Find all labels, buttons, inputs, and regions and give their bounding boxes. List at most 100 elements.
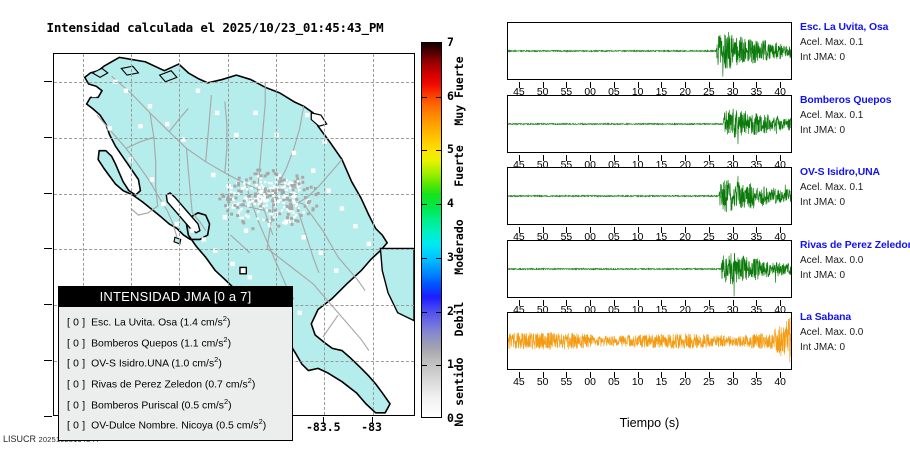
time-tick-label: 40	[774, 159, 786, 171]
trace-int-jma: Int JMA: 0	[800, 52, 910, 63]
jma-label: Int JMA:	[800, 342, 837, 353]
time-axis-ticks: 45 50 55 00 05 10 15 20 25 30 35 40	[507, 227, 792, 245]
jma-value: 0	[839, 124, 846, 136]
time-tick	[542, 372, 544, 378]
legend-unit-exponent: 2	[222, 314, 227, 323]
time-tick	[637, 82, 639, 88]
time-tick-label: 35	[750, 377, 763, 388]
time-tick-label: 35	[750, 159, 763, 171]
accel-value: 0.0	[849, 254, 864, 266]
time-tick-label: 25	[703, 377, 715, 388]
time-tick-label: 00	[584, 87, 596, 98]
time-tick-label: 30	[726, 304, 739, 316]
time-tick	[613, 299, 615, 306]
accel-label: Acel. Max.	[800, 254, 847, 266]
time-tick	[590, 372, 592, 378]
time-tick-label: 45	[513, 377, 525, 388]
time-tick	[590, 227, 592, 233]
waveform-plot[interactable]	[507, 94, 792, 153]
time-tick-label: 30	[726, 377, 739, 388]
legend-row: [ 0 ] Bomberos Quepos (1.1 cm/s2)	[67, 334, 232, 350]
time-tick	[661, 227, 663, 233]
time-tick-label: 10	[631, 304, 644, 316]
legend-intensity-level: [ 0 ]	[67, 420, 86, 432]
time-tick-label: 10	[631, 377, 644, 388]
time-tick-label: 55	[560, 377, 573, 388]
colorbar-tick	[421, 365, 427, 367]
costa-rica-map-graphic	[83, 56, 414, 414]
legend-unit-exponent: 2	[214, 355, 219, 365]
time-axis-ticks: 45 50 55 00 05 10 15 20 25 30 35 40	[507, 82, 792, 100]
legend-intensity-level: [ 0 ]	[67, 379, 86, 391]
trace-info: Rivas de Perez Zeledon Acel. Max. 0.0 Int …	[800, 240, 910, 281]
waveform-plot[interactable]	[507, 312, 792, 370]
time-tick	[708, 227, 710, 233]
legend-unit-exponent: 2	[223, 334, 228, 344]
waveform-plot[interactable]	[507, 22, 792, 80]
time-tick	[685, 154, 687, 161]
trace-accel-max: Acel. Max. 0.1	[800, 182, 910, 193]
time-tick	[590, 82, 592, 88]
time-tick-label: 35	[750, 232, 763, 243]
accel-label: Acel. Max.	[800, 109, 847, 121]
trace-accel-max: Acel. Max. 0.0	[800, 327, 910, 338]
legend-unit-exponent: 2	[258, 417, 263, 427]
trace-station-name: La Sabana	[800, 312, 852, 323]
time-tick	[708, 372, 710, 378]
time-tick-label: 00	[584, 304, 596, 316]
time-tick-label: 55	[560, 87, 573, 98]
legend-acceleration-value: 1.1	[184, 338, 199, 350]
colorbar-tick	[421, 96, 427, 98]
time-tick-label: 00	[584, 232, 596, 243]
time-tick-label: 50	[536, 304, 549, 316]
waveform-graphic	[508, 108, 791, 144]
trace-info: OV-S Isidro,UNA Acel. Max. 0.1 Int JMA: 0	[800, 167, 910, 208]
legend-intensity-level: [ 0 ]	[67, 400, 86, 412]
legend-acceleration-value: 1.0	[174, 358, 190, 370]
time-tick	[518, 299, 520, 306]
page-title: Intensidad calculada el 2025/10/23_01:45…	[46, 20, 384, 35]
time-tick	[685, 299, 687, 306]
jma-value: 0	[839, 269, 846, 281]
colorbar-tick	[436, 96, 442, 98]
time-tick	[542, 82, 544, 88]
time-tick	[756, 299, 758, 306]
time-tick-label: 45	[513, 232, 525, 243]
time-tick	[732, 154, 734, 161]
time-tick	[613, 227, 615, 233]
colorbar-tick-label: 4	[447, 196, 454, 211]
trace-station-name: Rivas de Perez Zeledon	[800, 239, 910, 251]
trace-accel-max: Acel. Max. 0.1	[800, 37, 910, 48]
legend-unit: cm/s	[201, 338, 224, 350]
time-tick	[685, 227, 687, 233]
time-tick	[661, 299, 663, 306]
time-tick-label: 05	[608, 87, 620, 98]
trace-station-name: OV-S Isidro,UNA	[800, 167, 880, 178]
legend-row: [ 0 ] Esc. La Uvita. Osa (1.4 cm/s2)	[67, 314, 231, 329]
trace-station-name: Esc. La Uvita, Osa	[800, 22, 889, 33]
time-tick	[780, 227, 782, 233]
legend-unit-exponent: 2	[247, 376, 252, 386]
time-tick	[613, 82, 615, 88]
time-tick	[566, 299, 568, 306]
time-tick	[518, 82, 520, 88]
map-xtick	[323, 417, 325, 424]
time-tick	[756, 154, 758, 161]
time-tick-label: 30	[726, 232, 739, 243]
waveform-plot[interactable]	[507, 239, 792, 298]
accel-label: Acel. Max.	[800, 182, 847, 193]
time-tick-label: 30	[726, 87, 739, 98]
time-tick	[685, 82, 687, 88]
time-tick-label: 55	[560, 232, 573, 243]
time-tick	[566, 372, 568, 378]
legend-unit: cm/s	[236, 420, 259, 432]
legend-intensity-level: [ 0 ]	[67, 317, 86, 329]
colorbar-tick	[436, 365, 442, 367]
time-tick	[518, 154, 520, 161]
time-tick	[756, 82, 758, 88]
legend-station-name: OV-Dulce Nombre. Nicoya	[91, 420, 213, 432]
time-tick	[661, 372, 663, 378]
time-tick-label: 40	[774, 87, 786, 98]
time-tick-label: 45	[513, 304, 525, 316]
waveform-plot[interactable]	[507, 167, 792, 225]
